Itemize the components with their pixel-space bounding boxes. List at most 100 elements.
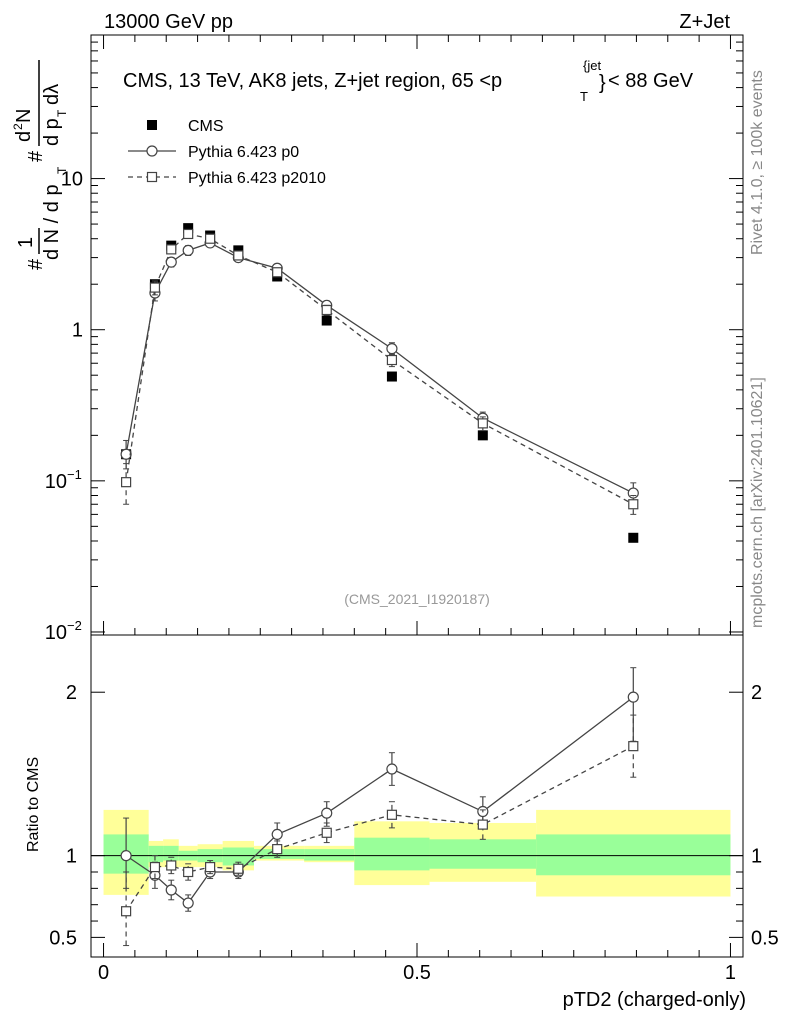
main-point-pythia-6-423-p2010 bbox=[166, 244, 177, 255]
main-point-cms bbox=[477, 430, 488, 441]
main-point-pythia-6-423-p0 bbox=[120, 448, 132, 460]
main-point-pythia-6-423-p2010 bbox=[205, 233, 216, 244]
main-point-pythia-6-423-p2010 bbox=[628, 499, 639, 510]
main-ylabel-sub-1: T bbox=[55, 166, 69, 174]
main-ytick-label: 10 bbox=[45, 471, 67, 493]
description-text: CMS, 13 TeV, AK8 jets, Z+jet region, 65 … bbox=[123, 70, 502, 92]
legend-label: CMS bbox=[188, 118, 224, 135]
ratio-series bbox=[120, 667, 639, 947]
main-ytick-label: 10 bbox=[45, 622, 67, 644]
header-right: Z+Jet bbox=[679, 11, 730, 33]
ratio-ytick-label-left: 1 bbox=[66, 846, 77, 868]
main-point-cms bbox=[386, 371, 397, 382]
main-point-pythia-6-423-p2010 bbox=[272, 267, 283, 278]
main-ylabel-dpt: d p bbox=[41, 118, 63, 146]
header-left: 13000 GeV pp bbox=[104, 11, 233, 33]
ratio-ytick-label-left: 0.5 bbox=[49, 927, 77, 949]
ratio-point-pythia-6-423-p2010 bbox=[386, 809, 398, 820]
legend: CMS Pythia 6.423 p0 Pythia 6.423 p2010 bbox=[128, 118, 326, 187]
mcplots-site-label: mcplots.cern.ch [arXiv:2401.10621] bbox=[749, 377, 766, 628]
ratio-uncertainty-bands bbox=[103, 809, 731, 897]
x-tick-label: 0 bbox=[98, 962, 109, 984]
main-point-pythia-6-423-p2010 bbox=[477, 418, 488, 429]
main-point-pythia-6-423-p0 bbox=[165, 256, 177, 268]
ratio-point-pythia-6-423-p2010 bbox=[477, 819, 488, 830]
main-point-pythia-6-423-p2010 bbox=[121, 477, 132, 488]
ratio-point-pythia-6-423-p2010 bbox=[121, 906, 132, 917]
main-ytick-label: 1 bbox=[72, 320, 83, 342]
ratio-point-pythia-6-423-p2010 bbox=[272, 844, 283, 855]
main-ylabel-hash-2: # bbox=[25, 150, 47, 162]
band-inner-8 bbox=[354, 837, 430, 871]
legend-marker bbox=[147, 120, 157, 130]
main-point-cms bbox=[628, 532, 639, 543]
main-point-pythia-6-423-p2010 bbox=[233, 250, 244, 261]
main-ylabel-dlambda: dλ bbox=[41, 84, 63, 105]
ratio-point-pythia-6-423-p2010 bbox=[183, 866, 194, 878]
ratio-point-pythia-6-423-p2010 bbox=[628, 741, 639, 752]
x-tick-label: 1 bbox=[725, 962, 736, 984]
ratio-ytick-label-left: 2 bbox=[66, 682, 77, 704]
band-inner-9 bbox=[429, 839, 537, 869]
main-line-pythia-6-423-p2010 bbox=[125, 233, 634, 505]
main-ytick-label: 10 bbox=[61, 169, 83, 191]
description-subscript: T bbox=[580, 89, 588, 104]
legend-marker bbox=[146, 171, 158, 183]
ratio-ytick-label-right: 2 bbox=[751, 682, 762, 704]
main-point-cms bbox=[183, 223, 194, 234]
main-ylabel-sq: 2 bbox=[11, 123, 25, 130]
x-axis-label: pTD2 (charged-only) bbox=[563, 989, 746, 1011]
description-tail: < 88 GeV bbox=[608, 70, 694, 92]
main-ytick-label-exponent: −2 bbox=[67, 618, 82, 633]
ratio-ytick-label-right: 0.5 bbox=[751, 927, 779, 949]
ratio-point-pythia-6-423-p0 bbox=[321, 807, 333, 819]
band-inner-5 bbox=[222, 847, 254, 866]
main-ylabel: # 1 d N / d p T # d 2 N d p T dλ bbox=[11, 60, 69, 270]
band-inner-2 bbox=[163, 845, 179, 861]
rivet-version-label: Rivet 4.1.0, ≥ 100k events bbox=[749, 70, 766, 255]
main-ylabel-d2n: d bbox=[13, 131, 35, 142]
ratio-ytick-label-right: 1 bbox=[751, 846, 762, 868]
ratio-point-pythia-6-423-p0 bbox=[165, 884, 177, 896]
ratio-point-pythia-6-423-p0 bbox=[120, 850, 132, 862]
legend-marker bbox=[146, 145, 158, 157]
analysis-id-label: (CMS_2021_I1920187) bbox=[344, 591, 490, 607]
ratio-point-pythia-6-423-p2010 bbox=[233, 863, 244, 874]
ratio-point-pythia-6-423-p0 bbox=[182, 897, 194, 909]
ratio-point-pythia-6-423-p2010 bbox=[205, 862, 216, 873]
ratio-point-pythia-6-423-p2010 bbox=[166, 860, 177, 871]
band-inner-1 bbox=[148, 845, 164, 863]
ratio-point-pythia-6-423-p2010 bbox=[149, 862, 161, 873]
main-ytick-label-exponent: −1 bbox=[67, 467, 82, 482]
description-brace: } bbox=[599, 72, 606, 94]
band-inner-10 bbox=[536, 834, 731, 876]
main-point-cms bbox=[321, 315, 332, 326]
main-ylabel-sub-2: T bbox=[55, 109, 69, 117]
main-point-pythia-6-423-p0 bbox=[386, 342, 398, 355]
main-ylabel-dn: d N / d p bbox=[41, 184, 63, 260]
main-point-pythia-6-423-p0 bbox=[182, 244, 194, 256]
plot-description: CMS, 13 TeV, AK8 jets, Z+jet region, 65 … bbox=[123, 58, 694, 104]
main-ylabel-hash-1: # bbox=[25, 258, 47, 270]
ratio-point-pythia-6-423-p0 bbox=[386, 763, 398, 775]
ratio-panel-frame bbox=[90, 634, 744, 958]
ratio-ylabel: Ratio to CMS bbox=[25, 757, 42, 852]
legend-label: Pythia 6.423 p2010 bbox=[188, 170, 326, 187]
main-point-pythia-6-423-p2010 bbox=[321, 304, 332, 316]
main-ylabel-one: 1 bbox=[15, 237, 37, 248]
ratio-point-pythia-6-423-p2010 bbox=[321, 827, 332, 838]
band-inner-7 bbox=[304, 849, 355, 861]
legend-label: Pythia 6.423 p0 bbox=[188, 144, 299, 161]
description-superscript: {jet bbox=[583, 58, 601, 73]
ratio-point-pythia-6-423-p0 bbox=[271, 828, 283, 841]
ratio-point-pythia-6-423-p0 bbox=[627, 691, 639, 703]
main-ylabel-n: N bbox=[13, 109, 35, 123]
main-point-pythia-6-423-p2010 bbox=[386, 354, 398, 366]
x-tick-label: 0.5 bbox=[403, 962, 431, 984]
main-series bbox=[120, 223, 639, 543]
main-line-pythia-6-423-p0 bbox=[125, 242, 634, 494]
main-point-pythia-6-423-p0 bbox=[627, 487, 639, 499]
main-point-pythia-6-423-p2010 bbox=[149, 282, 161, 293]
